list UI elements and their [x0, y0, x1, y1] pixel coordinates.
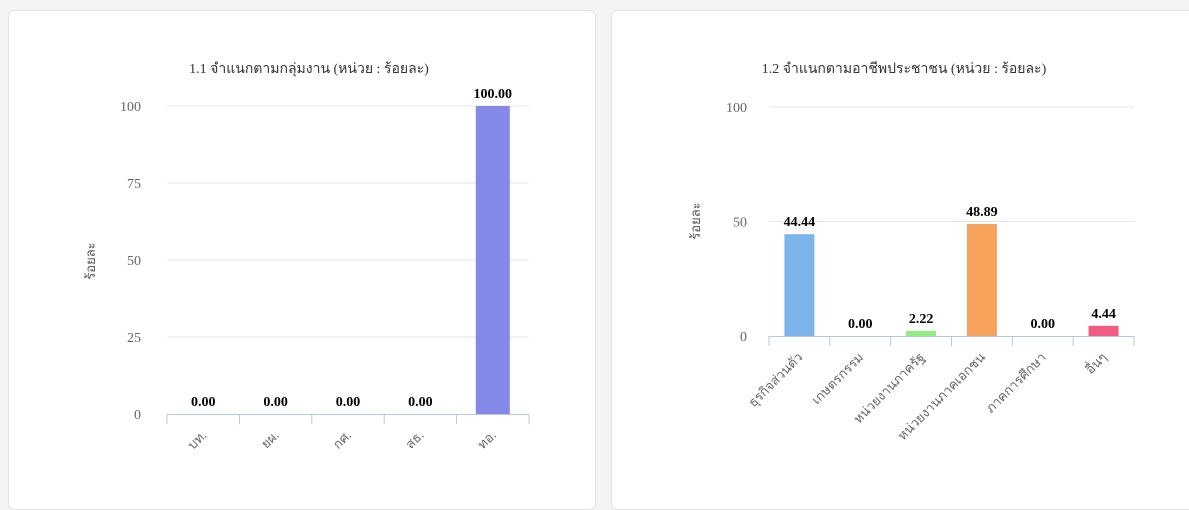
x-tick-label: สธ. [402, 428, 426, 452]
y-tick-label: 75 [127, 177, 141, 192]
x-tick-label: อื่นๆ [1082, 349, 1110, 377]
y-tick-label: 25 [127, 331, 141, 346]
chart-title: 1.2 จำแนกตามอาชีพประชาชน (หน่วย : ร้อยละ… [762, 61, 1047, 77]
data-label: 0.00 [848, 317, 873, 332]
data-label: 0.00 [1031, 317, 1056, 332]
x-tick-label: เกษตรกรรม [809, 350, 867, 408]
x-tick-label: ยผ. [258, 428, 282, 452]
bar[interactable] [906, 330, 937, 336]
data-label: 0.00 [336, 395, 361, 410]
y-tick-label: 0 [740, 330, 747, 345]
data-label: 0.00 [191, 395, 216, 410]
data-label: 48.89 [966, 205, 998, 220]
chart-card-occupation: 1.2 จำแนกตามอาชีพประชาชน (หน่วย : ร้อยละ… [611, 10, 1189, 510]
chart-title: 1.1 จำแนกตามกลุ่มงาน (หน่วย : ร้อยละ) [189, 61, 429, 77]
data-label: 0.00 [263, 395, 288, 410]
x-tick-label: ธุรกิจส่วนตัว [745, 350, 806, 411]
data-label: 0.00 [408, 395, 433, 410]
x-tick-label: กศ. [330, 428, 354, 452]
y-tick-label: 50 [127, 254, 141, 269]
bar-chart-occupation: 1.2 จำแนกตามอาชีพประชาชน (หน่วย : ร้อยละ… [688, 61, 1135, 443]
data-label: 44.44 [784, 215, 816, 230]
bar-chart-work-group: 1.1 จำแนกตามกลุ่มงาน (หน่วย : ร้อยละ) 0 25… [83, 61, 530, 453]
x-tick-label: ทอ. [474, 428, 498, 452]
y-tick-label: 50 [733, 216, 747, 231]
bar[interactable] [1088, 325, 1119, 336]
chart-card-work-group: 1.1 จำแนกตามกลุ่มงาน (หน่วย : ร้อยละ) 0 25… [8, 10, 596, 510]
y-tick-label: 0 [134, 408, 141, 423]
y-tick-label: 100 [726, 101, 747, 116]
y-tick-label: 100 [120, 100, 141, 115]
bar[interactable] [966, 224, 997, 336]
bar[interactable] [784, 234, 815, 336]
y-axis-title: ร้อยละ [688, 202, 703, 239]
data-label: 2.22 [909, 312, 934, 327]
bar[interactable] [475, 106, 510, 414]
y-axis-title: ร้อยละ [83, 242, 98, 279]
data-label: 100.00 [474, 87, 513, 102]
data-label: 4.44 [1091, 307, 1116, 322]
x-tick-label: บท. [185, 428, 210, 453]
x-tick-label: ภาคการศึกษา [983, 350, 1049, 416]
